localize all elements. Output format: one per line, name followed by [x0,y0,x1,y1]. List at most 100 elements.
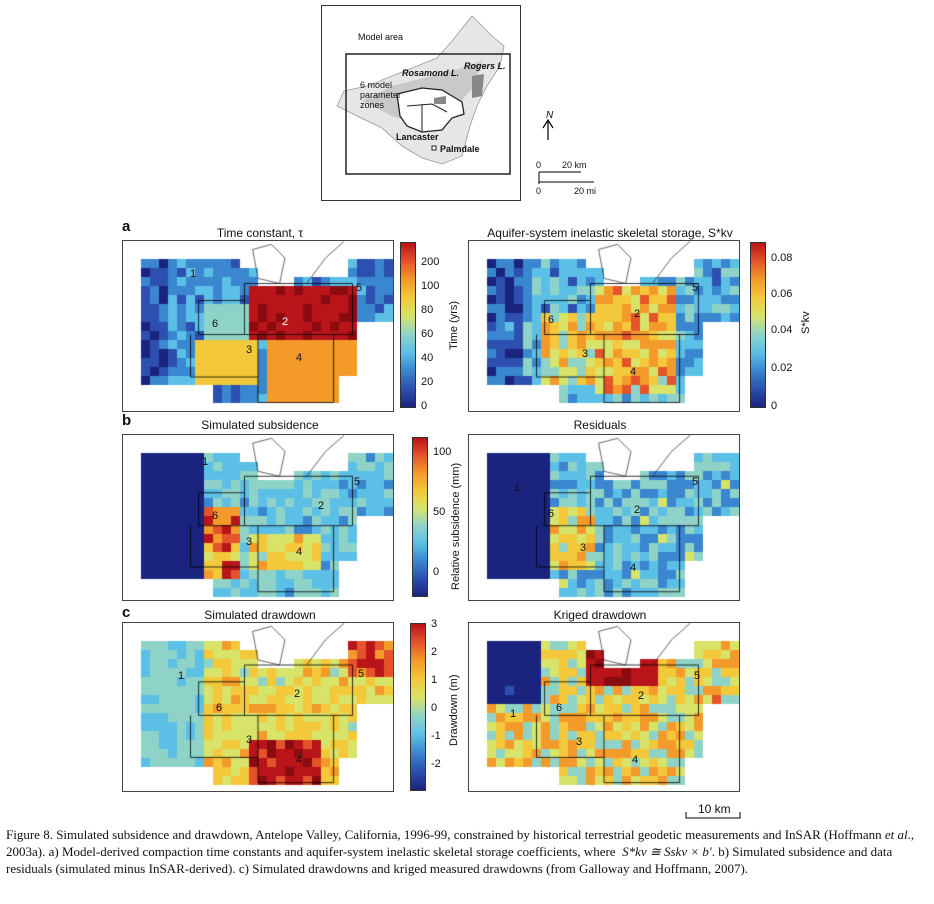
zone-label: 6 [212,318,219,330]
panel-title-a-right: Aquifer-system inelastic skeletal storag… [487,226,733,240]
inset-zones-label: 6 model parameter zones [360,80,402,110]
map-b-left [122,434,394,601]
map-a-left-canvas [123,241,393,411]
zone-label: 5 [354,476,361,488]
zone-label: 3 [246,536,253,548]
zone-label: 4 [630,366,637,378]
colorbar-subsidence-tick: 0 [433,566,440,578]
colorbar-time-tick: 60 [421,328,434,340]
zone-label: 3 [576,736,583,748]
zone-label: 1 [202,456,209,468]
zone-label: 6 [216,702,223,714]
zone-label: 4 [632,754,639,766]
map-b-left-canvas [123,435,393,600]
row-label-c: c [122,604,131,621]
north-arrow-group: N [540,110,560,140]
map-c-right [468,622,740,792]
map-c-right-canvas [469,623,739,791]
colorbar-storage-tick: 0.04 [771,324,793,336]
panel-title-b-right: Residuals [573,418,627,432]
zone-label: 2 [634,504,641,516]
colorbar-subsidence-label: Relative subsidence (mm) [450,462,462,590]
zone-label: 6 [548,314,555,326]
zones-outline [396,87,465,133]
zone-label: 5 [692,476,699,488]
zone-label: 6 [556,702,563,714]
map-b-right-canvas [469,435,739,600]
colorbar-storage-label: S*kv [800,311,812,334]
panel-title-b-left: Simulated subsidence [201,418,319,432]
scale-bar-icon [538,171,594,184]
colorbar-time-tick: 100 [421,280,440,292]
colorbar-drawdown-tick: 1 [431,674,438,686]
zones-divider [406,103,448,132]
inset-model-area-label: Model area [358,32,404,42]
colorbar-storage-tick: 0.08 [771,252,793,264]
zone-label: 2 [318,500,325,512]
colorbar-time-tick: 200 [421,256,440,268]
zone-label: 3 [582,348,589,360]
inset-palmdale-label: Palmdale [440,144,480,154]
map-scale-bar: 10 km [684,802,744,822]
zone-label: 1 [178,670,185,682]
colorbar-drawdown-tick: 2 [431,646,438,658]
zone-label: 1 [190,268,197,280]
colorbar-drawdown-tick: -1 [431,730,441,742]
zone-label: 1 [510,708,517,720]
zone-label: 4 [296,546,303,558]
colorbar-time-tick: 0 [421,400,428,412]
map-c-left-canvas [123,623,393,791]
caption-etal: et al [884,827,908,842]
colorbar-drawdown-tick: 0 [431,702,438,714]
rogers-lake [472,74,484,98]
inset-lancaster-label: Lancaster [396,132,439,142]
map-a-left [122,240,394,412]
zone-label: 4 [630,562,637,574]
zone-label: 3 [246,734,253,746]
colorbar-drawdown-label: Drawdown (m) [448,674,460,746]
caption-formula: S*kv ≅ Sskv × b′ [622,844,712,859]
zone-label: 5 [692,282,699,294]
inset-scale: 0 20 km 0 20 mi [536,160,606,200]
scale-km-label: 20 km [562,160,587,170]
north-label: N [546,110,554,121]
colorbar-storage [750,242,766,408]
zone-label: 6 [212,510,219,522]
zone-label: 1 [514,482,521,494]
zone-label: 4 [296,352,303,364]
map-c-left [122,622,394,792]
caption-part2: ., 2003a). a) Model-derived compaction t… [6,827,915,859]
colorbar-subsidence-tick: 100 [433,446,452,458]
colorbar-time [400,242,416,408]
scale-mi-zero: 0 [536,186,542,196]
colorbar-drawdown [410,623,426,791]
zone-label: 6 [548,508,555,520]
palmdale-marker [431,145,437,151]
colorbar-time-tick: 80 [421,304,434,316]
colorbar-subsidence-tick: 50 [433,506,446,518]
zone-label: 2 [294,688,301,700]
inset-rogers-label: Rogers L. [464,61,506,71]
map-a-right [468,240,740,412]
caption-part1: Figure 8. Simulated subsidence and drawd… [6,827,885,842]
model-area-rect [345,53,511,175]
panel-title-c-right: Kriged drawdown [553,608,647,622]
zone-label: 4 [296,754,303,766]
zone-label: 5 [694,670,701,682]
zone-label: 5 [356,282,363,294]
panel-title-c-left: Simulated drawdown [204,608,316,622]
row-label-b: b [122,412,132,429]
map-a-right-canvas [469,241,739,411]
colorbar-storage-tick: 0.06 [771,288,793,300]
caption-part3: . b) Simulated subsidence and data resid… [6,844,893,876]
colorbar-storage-tick: 0 [771,400,778,412]
colorbar-subsidence [412,437,428,597]
map-scale-icon [685,812,741,819]
figure-caption: Figure 8. Simulated subsidence and drawd… [6,826,928,877]
zone-label: 2 [638,690,645,702]
panel-title-a-left: Time constant, τ [216,226,304,240]
map-b-right [468,434,740,601]
rosamond-lake [434,96,446,104]
zone-label: 2 [282,316,289,328]
colorbar-time-tick: 20 [421,376,434,388]
